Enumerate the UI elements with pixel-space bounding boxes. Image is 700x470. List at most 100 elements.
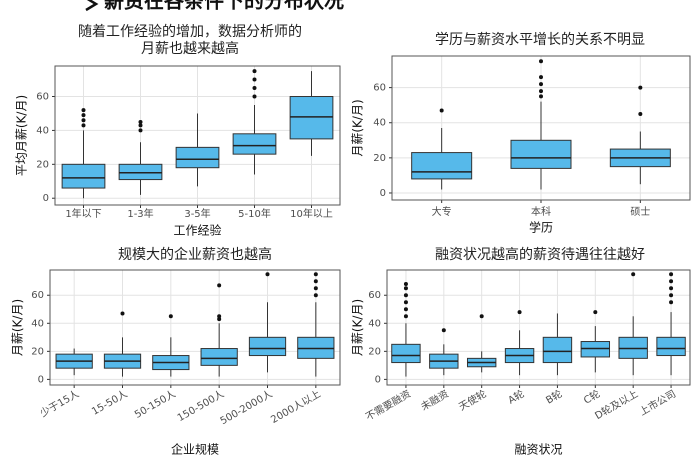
x-axis-label: 工作经验 [173,223,221,238]
outlier [81,113,86,118]
outlier [252,94,257,99]
chart-title: 融资状况越高的薪资待遇往往越好 [435,246,645,263]
outlier [81,123,86,128]
box [289,96,334,140]
outlier [441,328,446,333]
outlier [217,283,222,288]
outlier [81,108,86,113]
box [61,163,106,189]
box [200,348,238,366]
outlier [539,75,543,80]
y-tick-label: 60 [368,290,381,301]
x-tick-label: 天使轮 [456,387,488,413]
outlier [138,119,143,124]
outlier [138,123,143,128]
box [656,336,686,357]
outlier [265,272,270,277]
outlier [539,82,543,87]
outlier [252,86,257,91]
y-axis-label: 平均月薪(K/月) [15,95,29,176]
x-tick-label: 本科 [531,205,551,218]
box [542,336,573,364]
plot-border [49,269,341,386]
outlier [669,293,674,298]
box [248,336,287,357]
y-tick-label: 0 [43,193,49,204]
y-tick-label: 40 [36,125,49,136]
outlier [638,111,643,116]
y-tick-label: 0 [375,374,381,385]
box [391,343,421,364]
outlier [539,94,543,99]
y-tick-label: 40 [368,318,381,329]
y-tick-label: 60 [31,290,44,301]
outlier [313,293,318,298]
x-tick-label: 2000人以上 [269,388,323,426]
outlier [313,286,318,291]
y-axis-label: 月薪(K/月) [351,99,365,156]
y-tick-label: 0 [380,188,386,199]
chart-title: 学历与薪资水平增长的关系不明显 [435,32,645,48]
y-tick-label: 20 [368,346,381,357]
outlier [217,314,222,319]
y-tick-label: 20 [31,346,44,357]
outlier [313,272,318,277]
plot-background [50,270,340,385]
outlier [403,307,408,312]
y-tick-label: 40 [31,318,44,329]
x-tick-label: 3-5年 [184,207,210,220]
outlier [403,300,408,305]
outlier [539,89,543,94]
outlier [217,317,222,322]
x-tick-label: 500-2000人 [218,388,274,427]
x-tick-label: 大专 [432,205,452,218]
plot-border [386,269,691,386]
x-tick-label: B轮 [543,387,564,407]
arrow-icon [85,0,99,12]
x-tick-label: 10年以上 [290,207,333,220]
x-tick-label: D轮及以上 [592,387,640,422]
y-axis-label: 月薪(K/月) [351,299,365,356]
outlier [669,286,674,291]
x-axis-label: 企业规模 [171,442,219,457]
chart-title: 月薪也越来越高 [141,40,239,57]
outlier [403,314,408,319]
x-tick-label: 不需要融资 [364,388,413,423]
outlier [138,128,143,133]
outlier [631,272,636,277]
outlier [593,310,598,315]
chart-title: 规模大的企业薪资也越高 [118,246,272,263]
outlier [403,282,408,287]
outlier [168,314,173,319]
x-tick-label: C轮 [581,387,602,407]
box [510,139,572,169]
outlier [81,118,86,123]
box [411,152,473,180]
outlier [638,85,643,90]
box [232,133,277,155]
plot-border [54,65,341,206]
x-tick-label: 少于15人 [38,388,81,420]
outlier [517,310,522,315]
plot-border [391,55,691,201]
page-title: 薪资在各条件下的分布状况 [104,0,344,13]
y-tick-label: 60 [373,83,386,94]
outlier [439,108,444,113]
y-tick-label: 40 [373,118,386,129]
x-tick-label: 50-150人 [132,388,177,421]
x-tick-label: 上市公司 [637,387,678,418]
outlier [479,314,484,319]
x-axis-label: 学历 [529,220,553,235]
box [118,163,163,181]
x-tick-label: A轮 [505,387,526,407]
x-tick-label: 15-50人 [90,388,130,418]
y-tick-label: 60 [36,92,49,103]
outlier [669,300,674,305]
outlier [252,69,257,74]
outlier [403,286,408,291]
x-tick-label: 1年以下 [65,207,101,220]
box [175,146,220,169]
outlier [252,77,257,82]
x-tick-label: 5-10年 [238,207,271,220]
